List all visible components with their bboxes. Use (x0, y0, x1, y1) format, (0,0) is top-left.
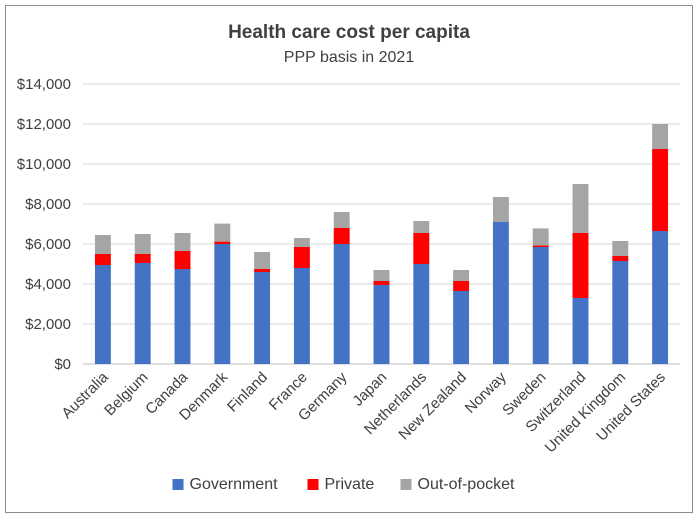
chart-title: Health care cost per capita (228, 22, 470, 43)
bar-out-of-pocket (94, 235, 111, 254)
bar-out-of-pocket (572, 184, 589, 233)
bar-private (413, 233, 430, 264)
y-tick-label: $12,000 (17, 116, 71, 133)
bar-government (333, 244, 350, 364)
bar-private (293, 247, 310, 268)
bar-out-of-pocket (174, 233, 191, 251)
bar-private (333, 228, 350, 244)
bar-government (492, 222, 509, 364)
bar-out-of-pocket (453, 270, 470, 281)
x-axis-ticks: AustraliaBelgiumCanadaDenmarkFinlandFran… (58, 368, 668, 456)
bar-government (174, 269, 191, 364)
bar-government (373, 285, 390, 364)
legend-label: Government (190, 476, 279, 493)
y-tick-label: $10,000 (17, 156, 71, 173)
legend-label: Out-of-pocket (418, 476, 515, 493)
bar-out-of-pocket (333, 212, 350, 228)
bar-government (652, 231, 669, 364)
bar-government (293, 268, 310, 364)
x-tick-label: Finland (224, 369, 271, 416)
y-tick-label: $6,000 (25, 236, 71, 253)
y-tick-label: $8,000 (25, 196, 71, 213)
bar-private (373, 281, 390, 285)
bar-out-of-pocket (413, 221, 430, 233)
bar-private (254, 269, 271, 272)
bar-private (214, 241, 231, 244)
bar-private (94, 254, 111, 265)
bar-government (572, 298, 589, 364)
bar-out-of-pocket (532, 228, 549, 246)
bar-government (413, 264, 430, 364)
bar-out-of-pocket (254, 252, 271, 269)
bar-private (453, 281, 470, 291)
bar-out-of-pocket (652, 124, 669, 149)
bar-out-of-pocket (293, 238, 310, 247)
bar-government (612, 261, 629, 364)
legend-swatch (400, 479, 412, 490)
legend: Government Private Out-of-pocket (172, 476, 515, 493)
bar-government (134, 263, 151, 364)
bar-private (572, 233, 589, 298)
y-tick-label: $14,000 (17, 76, 71, 93)
bar-private (532, 245, 549, 247)
bar-out-of-pocket (492, 197, 509, 222)
chart-subtitle: PPP basis in 2021 (284, 49, 415, 66)
legend-swatch (172, 479, 184, 490)
bar-out-of-pocket (134, 234, 151, 254)
y-tick-label: $2,000 (25, 316, 71, 333)
x-tick-label: Belgium (101, 369, 151, 419)
bar-private (652, 149, 669, 231)
y-axis-ticks: $0 $2,000 $4,000 $6,000 $8,000 $10,000 $12,000… (17, 76, 71, 373)
bar-private (134, 254, 151, 263)
bar-government (214, 244, 231, 364)
bar-private (612, 256, 629, 261)
bar-government (94, 265, 111, 364)
legend-label: Private (325, 476, 375, 493)
bar-government (254, 272, 271, 364)
bar-private (174, 251, 191, 269)
y-tick-label: $0 (54, 356, 71, 373)
bar-government (453, 291, 470, 364)
y-tick-label: $4,000 (25, 276, 71, 293)
x-tick-label: Australia (58, 368, 112, 422)
bar-out-of-pocket (373, 270, 390, 281)
bar-government (532, 247, 549, 364)
bar-out-of-pocket (612, 241, 629, 256)
bar-out-of-pocket (214, 223, 231, 242)
bars (94, 124, 669, 364)
legend-swatch (307, 479, 319, 490)
